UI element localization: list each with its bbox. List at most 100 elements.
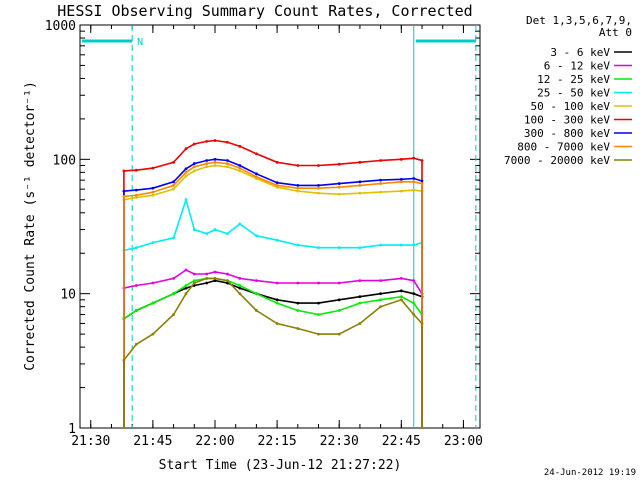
series-line-1 [123, 269, 423, 428]
data-point [184, 286, 188, 290]
data-point [184, 284, 188, 287]
y-axis-label: Corrected Count Rate (s⁻¹ detector⁻¹) [23, 81, 38, 371]
data-point [317, 281, 320, 285]
data-point [213, 276, 217, 280]
data-point [151, 241, 155, 244]
data-point [192, 281, 196, 285]
data-point [275, 298, 279, 302]
y-axis: 1 10 100 1000 [45, 19, 480, 437]
series-line-4 [123, 164, 423, 428]
data-point [122, 358, 126, 362]
data-point [205, 165, 209, 169]
data-point [184, 292, 188, 296]
observing-markers: N [82, 25, 477, 428]
data-point [254, 172, 258, 176]
legend-label: 6 - 12 keV [544, 60, 611, 73]
data-point [358, 322, 362, 325]
data-point [379, 243, 383, 247]
data-point [254, 309, 258, 312]
x-tick-label: 21:30 [71, 434, 110, 449]
data-point [337, 246, 341, 250]
data-point [379, 159, 383, 162]
data-point [192, 162, 196, 165]
legend-label: 800 - 7000 keV [517, 141, 610, 154]
data-point [412, 243, 416, 247]
data-point [412, 177, 416, 180]
data-point [420, 179, 424, 183]
data-point [317, 191, 320, 195]
data-point [172, 187, 175, 191]
data-point [122, 169, 126, 173]
data-point [226, 232, 229, 235]
data-point [337, 162, 341, 166]
x-axis-label: Start Time (23-Jun-12 21:27:22) [159, 458, 402, 473]
data-point [213, 228, 217, 231]
data-point [358, 191, 362, 195]
plot-frame [79, 24, 481, 429]
data-point [412, 188, 416, 192]
data-point [226, 165, 229, 169]
chart-title: HESSI Observing Summary Count Rates, Cor… [57, 2, 472, 20]
legend-label: 3 - 6 keV [550, 46, 610, 59]
data-point [192, 279, 196, 283]
data-point [399, 157, 403, 161]
data-point [379, 279, 383, 283]
data-point [238, 166, 242, 170]
data-point [296, 327, 300, 330]
data-point [317, 164, 320, 167]
data-point [337, 298, 341, 302]
legend-title-2: Att 0 [599, 26, 632, 39]
data-point [399, 180, 403, 184]
data-point [205, 276, 209, 280]
data-point [151, 301, 155, 305]
data-point [151, 190, 155, 194]
data-point [172, 292, 175, 296]
x-tick-label: 21:45 [133, 434, 172, 449]
data-point [275, 301, 279, 305]
data-point [205, 272, 209, 276]
data-point [213, 139, 217, 142]
data-point [184, 198, 188, 202]
data-point [122, 189, 126, 193]
data-point [337, 332, 341, 336]
data-point [205, 162, 209, 165]
data-point [412, 292, 416, 296]
data-point [134, 246, 138, 250]
data-point [213, 160, 217, 164]
data-point [213, 279, 217, 283]
x-tick-label: 23:00 [444, 434, 483, 449]
legend-label: 7000 - 20000 keV [504, 154, 610, 167]
data-point [379, 305, 383, 309]
data-point [412, 156, 416, 160]
data-point [184, 147, 188, 151]
data-point [226, 159, 229, 162]
data-point [238, 284, 242, 287]
series-layer [122, 139, 424, 428]
data-point [205, 281, 209, 285]
data-point [358, 246, 362, 250]
data-point [399, 189, 403, 193]
data-point [275, 160, 279, 164]
data-point [238, 222, 242, 226]
data-point [412, 301, 416, 305]
data-point [420, 159, 424, 162]
data-point [134, 284, 138, 287]
data-point [337, 281, 341, 285]
data-point [238, 169, 242, 173]
x-tick-label: 22:45 [382, 434, 421, 449]
data-point [238, 286, 242, 290]
series-line-3 [123, 197, 423, 428]
x-tick-label: 22:15 [258, 434, 297, 449]
data-point [399, 276, 403, 280]
data-point [358, 183, 362, 187]
legend-label: 300 - 800 keV [524, 127, 610, 140]
data-point [317, 301, 320, 305]
data-point [254, 175, 258, 179]
legend-label: 25 - 50 keV [537, 87, 610, 100]
data-point [296, 186, 300, 190]
data-point [317, 186, 320, 190]
data-point [151, 166, 155, 170]
